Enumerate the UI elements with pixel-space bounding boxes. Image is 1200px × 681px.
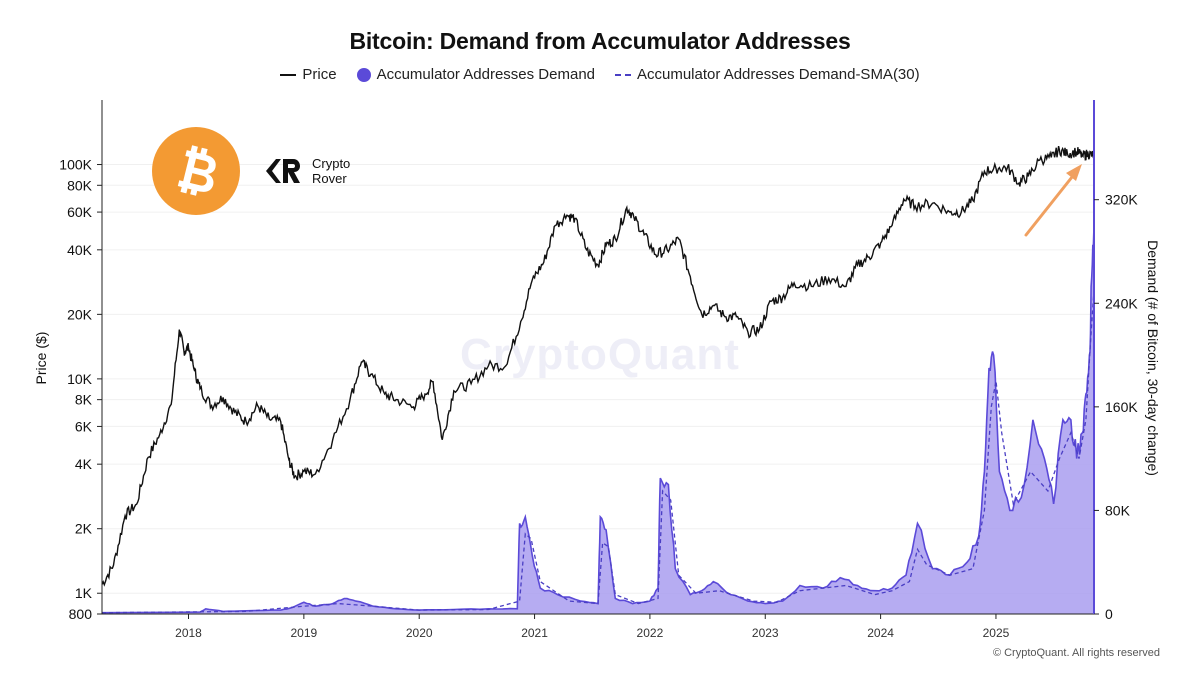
legend-swatch-demand — [356, 67, 371, 82]
legend-item-sma: Accumulator Addresses Demand-SMA(30) — [615, 66, 920, 83]
x-tick-label: 2021 — [521, 626, 548, 640]
bitcoin-logo-icon — [152, 127, 240, 215]
chart-title: Bitcoin: Demand from Accumulator Address… — [349, 28, 851, 54]
right-tick-label: 320K — [1105, 192, 1138, 208]
price-line — [101, 145, 1095, 587]
right-axis-ticks: 0 80K 160K 240K 320K — [1094, 192, 1138, 622]
x-tick-label: 2024 — [867, 626, 894, 640]
left-tick-label: 8K — [75, 392, 93, 408]
legend-swatch-sma — [615, 73, 631, 76]
right-axis-title: Demand (# of Bitcoin, 30-day change) — [1145, 240, 1161, 476]
legend-label-price: Price — [302, 66, 337, 83]
legend-label-demand: Accumulator Addresses Demand — [376, 66, 595, 83]
demand-area — [102, 225, 1094, 614]
x-tick-label: 2023 — [752, 626, 779, 640]
left-tick-label: 40K — [67, 242, 93, 258]
axes — [101, 100, 1095, 615]
left-tick-label: 4K — [75, 456, 93, 472]
sma-line — [101, 290, 1095, 614]
left-tick-label: 6K — [75, 418, 93, 434]
x-tick-label: 2025 — [983, 626, 1010, 640]
left-tick-label: 100K — [59, 157, 92, 173]
legend-swatch-price — [280, 73, 297, 76]
brand-line-2: Rover — [312, 171, 347, 186]
x-tick-label: 2022 — [637, 626, 664, 640]
left-tick-label: 60K — [67, 204, 93, 220]
left-axis-ticks: 800 1K 2K 4K 6K 8K 10K 20K 40K 60K 80K 100K — [59, 157, 102, 622]
crypto-rover-name: Crypto Rover — [312, 156, 350, 186]
left-tick-label: 80K — [67, 177, 93, 193]
legend-item-demand: Accumulator Addresses Demand — [356, 66, 595, 83]
legend-label-sma: Accumulator Addresses Demand-SMA(30) — [637, 66, 920, 83]
trend-arrow-icon — [1024, 164, 1082, 237]
left-tick-label: 10K — [67, 371, 93, 387]
x-tick-label: 2019 — [291, 626, 318, 640]
crypto-rover-logo-icon — [266, 159, 300, 183]
right-tick-label: 160K — [1105, 399, 1138, 415]
left-tick-label: 2K — [75, 521, 93, 537]
copyright-notice: © CryptoQuant. All rights reserved — [992, 647, 1160, 659]
x-tick-label: 2018 — [175, 626, 202, 640]
x-tick-label: 2020 — [406, 626, 433, 640]
right-tick-label: 240K — [1105, 295, 1138, 311]
crypto-rover-brand: Crypto Rover — [262, 156, 350, 186]
chart-legend: Price Accumulator Addresses Demand Accum… — [0, 66, 1200, 83]
right-tick-label: 0 — [1105, 606, 1113, 622]
left-axis-title: Price ($) — [33, 332, 49, 385]
watermark: CryptoQuant — [460, 330, 740, 379]
left-tick-label: 800 — [69, 606, 93, 622]
grid-lines — [102, 164, 1094, 615]
right-tick-label: 80K — [1105, 502, 1131, 518]
demand-layer — [101, 225, 1095, 614]
legend-item-price: Price — [280, 66, 337, 83]
x-axis-ticks: 2018 2019 2020 2021 2022 2023 2024 2025 — [175, 614, 1010, 640]
left-tick-label: 1K — [75, 585, 93, 601]
left-tick-label: 20K — [67, 306, 93, 322]
brand-line-1: Crypto — [312, 156, 351, 171]
